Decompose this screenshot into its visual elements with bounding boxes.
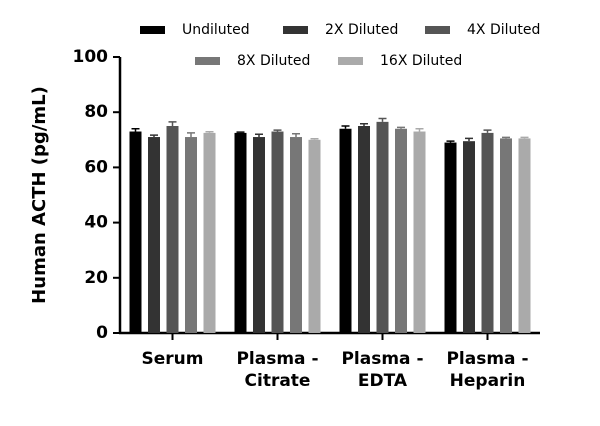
y-tick-label: 60 xyxy=(84,157,108,177)
error-bar xyxy=(465,137,473,142)
legend-label: 8X Diluted xyxy=(237,53,310,69)
legend-label: Undiluted xyxy=(182,22,250,38)
error-bar xyxy=(341,125,350,129)
error-bar xyxy=(446,140,455,143)
y-axis-title: Human ACTH (pg/mL) xyxy=(29,86,50,304)
error-bar xyxy=(360,123,368,126)
bar xyxy=(463,141,475,333)
error-bar xyxy=(255,133,263,138)
bar xyxy=(234,132,247,333)
legend-label: 4X Diluted xyxy=(467,22,540,38)
y-tick-label: 40 xyxy=(84,213,108,233)
bar xyxy=(413,131,426,333)
error-bar xyxy=(187,132,195,138)
error-bar xyxy=(150,134,158,138)
error-bar xyxy=(520,136,529,139)
legend-swatch xyxy=(283,26,308,34)
y-tick-label: 20 xyxy=(84,268,108,288)
bar xyxy=(308,139,321,333)
bar xyxy=(203,132,216,333)
y-tick-label: 100 xyxy=(73,47,109,67)
error-bar xyxy=(273,129,282,132)
legend-swatch xyxy=(425,26,450,34)
error-bar xyxy=(310,137,319,140)
bar xyxy=(481,132,494,333)
x-tick-label: Plasma -Heparin xyxy=(446,349,528,391)
error-bar xyxy=(131,128,140,132)
x-tick-label: Serum xyxy=(142,349,204,369)
bar xyxy=(444,142,457,333)
legend-label: 2X Diluted xyxy=(325,22,398,38)
bar xyxy=(395,128,407,333)
bar xyxy=(271,131,284,333)
bar xyxy=(253,137,265,333)
error-bar xyxy=(483,129,492,133)
bar xyxy=(148,137,160,333)
y-tick-label: 80 xyxy=(84,102,108,122)
bar xyxy=(185,137,197,333)
x-tick-label: Plasma -EDTA xyxy=(341,349,423,391)
bar xyxy=(129,131,142,333)
error-bar xyxy=(205,131,214,133)
legend-label: 16X Diluted xyxy=(380,53,462,69)
y-tick-label: 0 xyxy=(96,323,108,343)
bar xyxy=(358,126,370,333)
bar xyxy=(518,138,531,333)
bar xyxy=(376,121,389,333)
legend-swatch xyxy=(195,57,220,65)
error-bar xyxy=(236,131,245,133)
bar xyxy=(500,138,512,333)
error-bar xyxy=(292,132,300,138)
bar xyxy=(166,126,179,333)
bar xyxy=(339,128,352,333)
error-bar xyxy=(415,128,424,132)
x-tick-label: Plasma -Citrate xyxy=(236,349,318,391)
error-bar xyxy=(502,136,510,139)
error-bar xyxy=(397,126,405,129)
legend-swatch xyxy=(140,26,165,34)
error-bar xyxy=(168,121,177,126)
error-bar xyxy=(378,117,387,122)
bar xyxy=(290,137,302,333)
legend-swatch xyxy=(338,57,363,65)
